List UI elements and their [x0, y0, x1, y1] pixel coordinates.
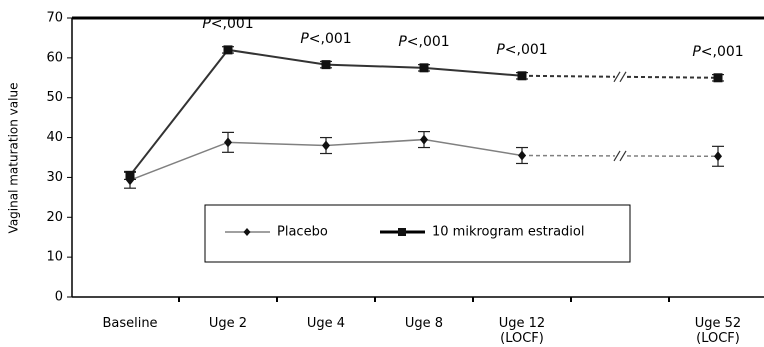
annotation: P<,001 [300, 30, 352, 47]
point [322, 140, 330, 151]
point [420, 134, 428, 145]
annotation: P<,001 [202, 15, 254, 32]
y-tick-label: 60 [46, 50, 63, 65]
point [321, 60, 331, 70]
y-tick-label: 10 [46, 250, 63, 265]
break-mark [613, 150, 621, 162]
x-tick-label: Uge 4 [306, 316, 346, 331]
break-mark [619, 150, 627, 162]
y-tick-label: 20 [46, 210, 63, 225]
annotation: P<,001 [398, 33, 450, 50]
break-mark [619, 71, 627, 83]
annotation: P<,001 [692, 43, 744, 60]
break-gap [615, 70, 625, 83]
legend-marker [398, 228, 406, 236]
point [517, 71, 527, 81]
y-axis-label: Vaginal maturation value [7, 83, 21, 234]
y-tick-label: 50 [46, 90, 63, 105]
x-tick-label: Uge 2 [208, 316, 248, 331]
annotation: P<,001 [496, 41, 548, 58]
point [125, 170, 135, 180]
y-tick-label: 0 [55, 290, 63, 305]
x-tick-label: Uge 8 [404, 316, 444, 331]
point [223, 45, 233, 55]
break-mark [613, 71, 621, 83]
x-tick-label: Uge 52 (LOCF) [694, 316, 742, 346]
point [419, 63, 429, 73]
point [714, 151, 722, 162]
y-tick-label: 40 [46, 130, 63, 145]
point [224, 137, 232, 148]
y-tick-label: 70 [46, 11, 63, 26]
legend-marker [243, 228, 251, 236]
point [713, 73, 723, 83]
break-gap [615, 149, 625, 162]
x-tick-label: Baseline [102, 316, 158, 331]
point [518, 150, 526, 161]
y-tick-label: 30 [46, 170, 63, 185]
legend-label: 10 mikrogram estradiol [432, 225, 584, 240]
legend-label: Placebo [277, 225, 328, 240]
x-tick-label: Uge 12 (LOCF) [498, 316, 546, 346]
